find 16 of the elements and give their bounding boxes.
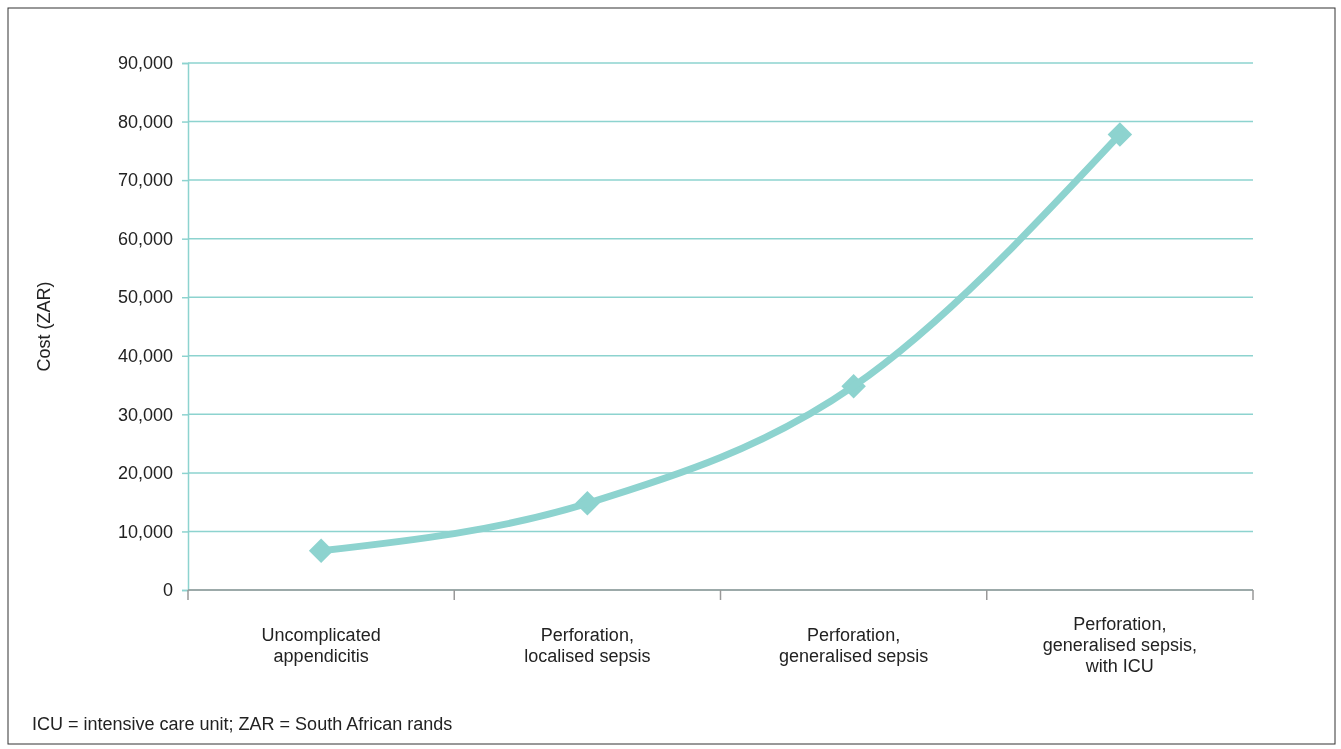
x-tick-label: Perforation, generalised sepsis (779, 624, 929, 666)
y-tick-label: 20,000 (117, 463, 173, 484)
y-tick-label: 0 (162, 580, 173, 601)
y-tick-label: 50,000 (117, 287, 173, 308)
y-tick-label: 80,000 (117, 111, 173, 132)
y-tick-label: 90,000 (117, 53, 173, 74)
y-tick-label: 30,000 (117, 404, 173, 425)
y-tick-label: 70,000 (117, 170, 173, 191)
text: ICU = intensive care unit; ZAR = South African rands (32, 714, 453, 734)
y-tick-label: 60,000 (117, 228, 173, 249)
x-tick-label: Perforation, generalised sepsis, with ICU (1042, 614, 1197, 677)
y-tick-label: 10,000 (117, 521, 173, 542)
x-tick-label: Uncomplicated appendicitis (261, 624, 381, 666)
x-tick-label: Perforation, localised sepsis (524, 624, 651, 666)
y-tick-label: 40,000 (117, 346, 173, 367)
y-axis-title: Cost (ZAR) (34, 281, 54, 372)
